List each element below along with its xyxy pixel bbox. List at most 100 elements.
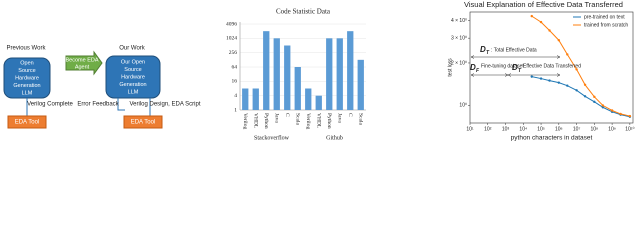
chart-title: Visual Explanation of Effective Data Tra… [464,0,623,9]
x-tick-label: 10¹⁰ [625,126,634,132]
plot-frame [469,11,634,124]
edge-label: Verilog Design, EDA Script [129,102,200,108]
point [539,20,543,24]
point [610,109,614,112]
bar [242,88,249,110]
y-tick-label: 4096 [226,21,237,27]
page: Previous Work Open Source Hardware Generati… [3,0,635,142]
group-label: Stackoverflow [254,134,290,141]
point [557,81,561,84]
annotation-subscript: T [518,68,522,74]
x-tick-label: Verilog [242,113,248,129]
y-tick-label: 256 [229,50,238,56]
point [575,68,578,71]
tool-box [123,115,163,129]
point [575,89,578,92]
x-tick-label: 10³ [502,126,510,132]
label: Our Work [119,46,146,52]
arrow [65,50,103,76]
point [601,106,605,109]
bar [252,88,259,110]
x-tick-label: Scala [294,113,300,125]
x-tick-label: C [284,113,290,117]
line-text: Hardware [15,75,39,81]
legend-label: trained from scratch [584,22,628,28]
tool-label: EDA Tool [15,120,40,126]
bar [305,88,312,110]
y-tick-label: 64 [232,64,238,70]
x-tick-label: 10¹ [466,126,474,132]
line-text: Our Open [121,59,145,65]
x-tick-label: 10⁹ [608,126,616,132]
bar [294,67,301,110]
annotation-text: Effective Data Transferred [523,63,581,69]
annotation-arrow [470,55,561,59]
annotation-subscript: T [486,50,490,56]
annotation-symbol: D [470,63,476,72]
annotation-text: : Total Effective Data [491,47,537,53]
y-axis-label: test loss [447,58,453,77]
point [566,84,569,87]
point [583,83,587,87]
edge [117,98,125,111]
x-tick-label: Python [263,113,269,129]
x-tick-label: 10⁷ [573,126,581,132]
x-tick-label: Java [336,113,342,123]
series-line [531,15,630,117]
edge-label: Verilog Complete [27,102,73,108]
line-text: Generation [119,82,146,88]
point [566,53,569,56]
line-text: Source [124,67,141,73]
annotation-symbol: D [480,45,486,54]
x-tick-label: Python [326,113,332,129]
label: Previous Work [7,46,47,52]
line-text: LLM [22,90,33,96]
point [557,39,561,42]
x-tick-label: Java [273,113,279,123]
x-tick-label: Verilog [305,113,311,129]
x-tick-label: 10⁵ [537,126,545,132]
llm-box [105,55,161,99]
y-tick-label: 1024 [226,36,237,42]
x-axis-label: python characters in dataset [511,135,593,142]
line-text: Become EDA [65,57,98,63]
bar [336,38,343,111]
tool-box [7,115,47,129]
y-tick-label: 1 [234,107,237,113]
point [539,77,543,80]
bar [315,95,322,110]
figure: Previous Work OpenSourceHardwareGenerati… [3,0,634,142]
y-tick-label: 4 × 10⁰ [451,18,467,24]
legend-label: pre-trained on text [584,14,625,20]
point [530,75,533,78]
point [548,79,551,82]
x-tick-label: 10² [484,126,492,132]
bar [347,31,354,111]
x-tick-label: C [347,113,353,117]
x-tick-label: VHDL [315,113,321,129]
x-tick-label: Scala [357,113,363,125]
point [601,104,605,107]
bar [273,38,280,111]
x-tick-label: VHDL [252,113,258,129]
line-text: Hardware [121,74,145,80]
chart-title: Code Statistic Data [276,8,331,16]
bar [326,38,333,111]
x-tick-label: 10⁸ [591,126,599,132]
line-text: Generation [13,83,40,89]
point [593,95,596,99]
diagram: Previous Work OpenSourceHardwareGenerati… [3,46,201,129]
point [619,112,622,116]
line-text: Agent [75,64,90,70]
point [593,100,596,104]
point [530,14,533,18]
y-tick-label: 2 × 10⁰ [451,60,467,66]
y-tick-label: 10⁰ [459,103,467,109]
y-tick-label: 4 [234,93,237,99]
edge-label: Error Feedback [77,102,119,108]
x-tick-label: 10⁶ [555,126,563,132]
line-text: LLM [128,89,139,95]
